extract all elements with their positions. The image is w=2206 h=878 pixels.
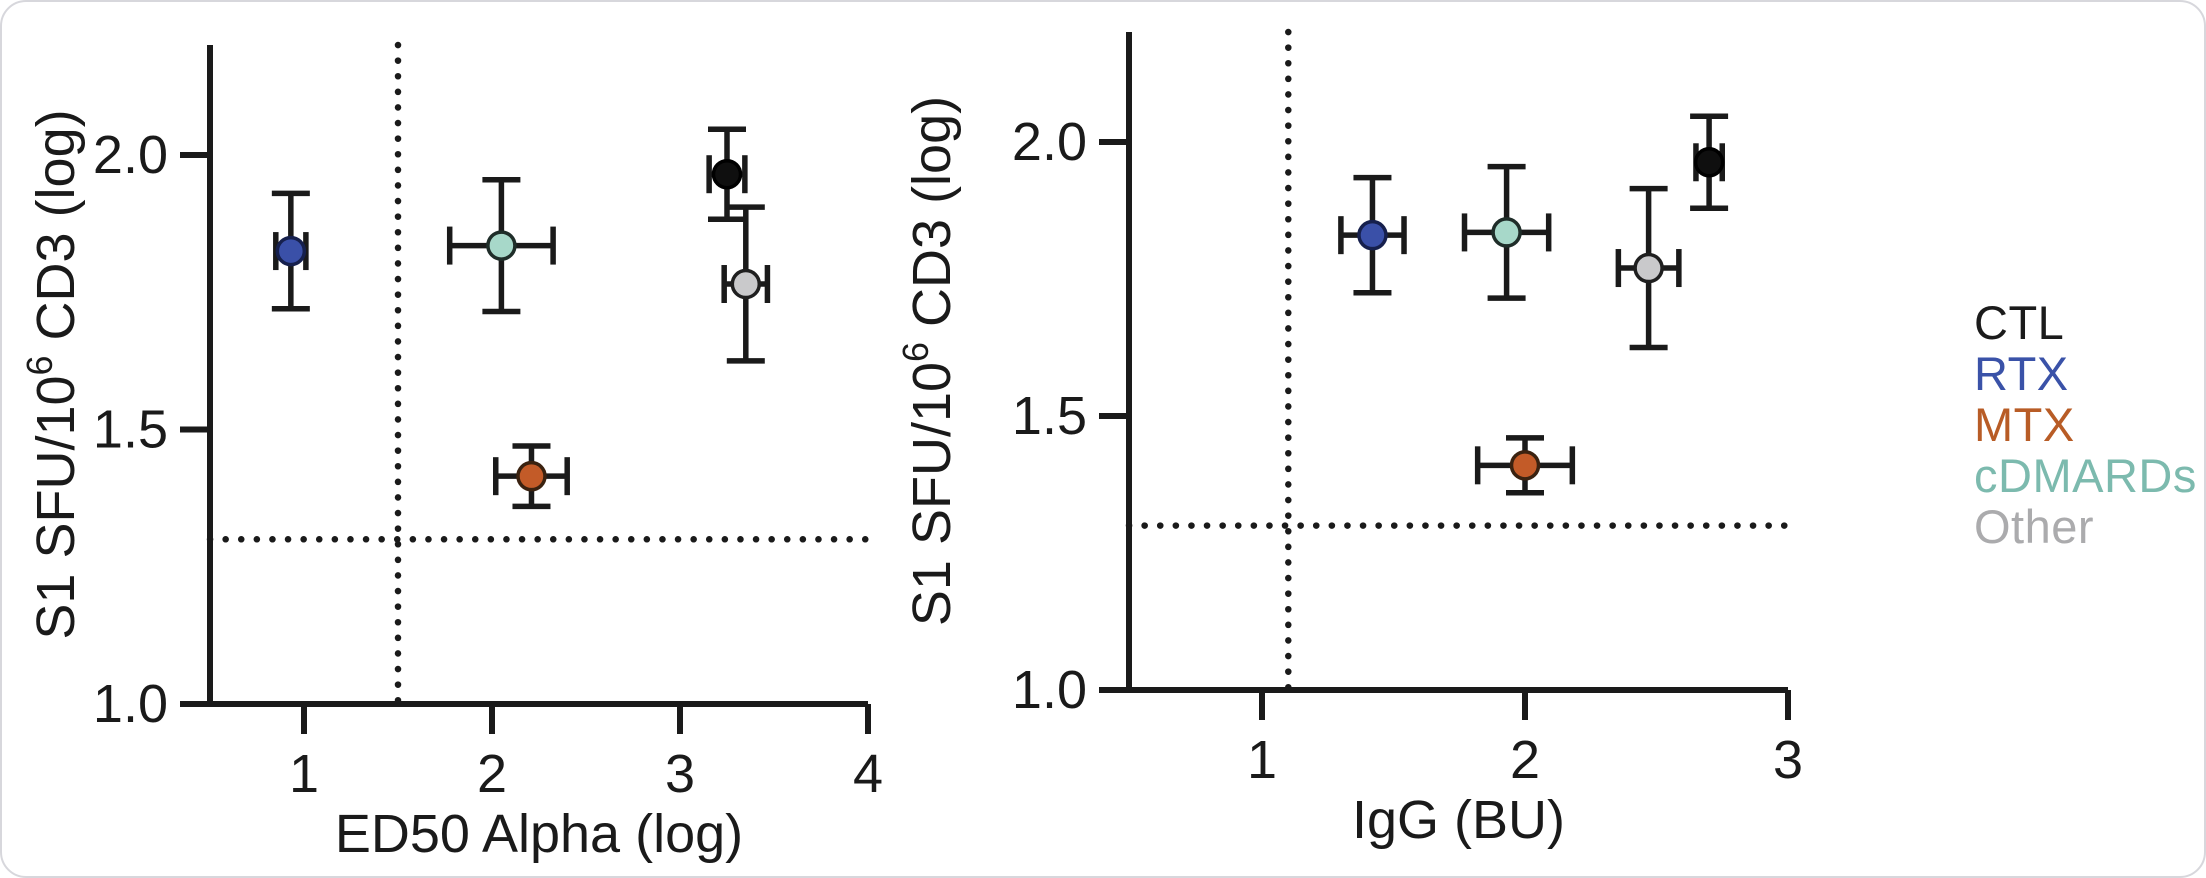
x-tick-label: 3 — [665, 744, 695, 804]
legend-item-RTX: RTX — [1974, 347, 2069, 400]
x-tick-label: 2 — [477, 744, 507, 804]
data-point-Other — [721, 204, 771, 364]
x-tick-label: 4 — [853, 744, 883, 804]
y-tick-label: 1.5 — [1012, 386, 1087, 446]
y-tick-label: 2.0 — [1012, 112, 1087, 172]
marker-Other — [730, 268, 762, 300]
x-axis-label: ED50 Alpha (log) — [335, 804, 743, 864]
legend: CTL RTX MTX cDMARDs Other — [1974, 297, 2197, 552]
y-tick-label: 1.0 — [93, 674, 168, 734]
y-tick-label: 2.0 — [93, 125, 168, 185]
data-point-CTL — [1690, 113, 1729, 212]
x-tick-label: 3 — [1773, 730, 1803, 790]
marker-cDMARDs — [486, 230, 517, 261]
x-tick-label: 1 — [289, 744, 319, 804]
y-tick-label: 1.0 — [1012, 660, 1087, 720]
data-point-cDMARDs — [446, 176, 556, 315]
data-point-CTL — [706, 126, 748, 222]
marker-Other — [1633, 252, 1664, 284]
y-axis-label: S1 SFU/106 CD3 (log) — [895, 96, 962, 626]
data-point-Other — [1615, 185, 1682, 351]
marker-MTX — [1509, 450, 1541, 481]
y-tick-label: 1.5 — [93, 400, 168, 460]
igg-plot: 1 2 3 1.0 1.5 2.0 IgG (BU) S1 SFU/106 CD3 (log) — [895, 28, 1803, 850]
marker-MTX — [516, 460, 547, 492]
data-point-RTX — [1338, 174, 1407, 296]
marker-cDMARDs — [1491, 217, 1522, 248]
marker-RTX — [1357, 219, 1388, 251]
data-point-cDMARDs — [1461, 163, 1552, 301]
x-axis-label: IgG (BU) — [1352, 790, 1565, 850]
x-tick-label: 2 — [1510, 730, 1540, 790]
data-point-MTX — [1474, 435, 1576, 496]
legend-item-MTX: MTX — [1974, 398, 2075, 451]
y-axis-label: S1 SFU/106 CD3 (log) — [19, 109, 86, 639]
legend-item-cDMARDs: cDMARDs — [1974, 449, 2197, 502]
marker-RTX — [275, 235, 307, 267]
data-point-RTX — [271, 190, 310, 312]
x-tick-label: 1 — [1247, 730, 1277, 790]
ed50-plot: 1 2 3 4 1.0 1.5 2.0 ED50 Alpha (log) S1 SFU/106 … — [19, 41, 883, 864]
legend-item-Other: Other — [1974, 500, 2095, 553]
marker-CTL — [711, 158, 743, 190]
data-point-MTX — [493, 443, 570, 510]
legend-item-CTL: CTL — [1974, 296, 2065, 349]
marker-CTL — [1693, 147, 1725, 178]
